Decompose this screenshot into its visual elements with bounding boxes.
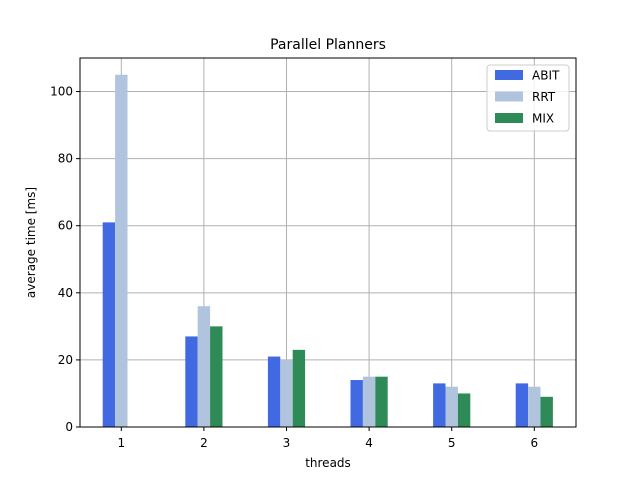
bar-mix-3	[292, 349, 306, 427]
x-tick-label: 4	[365, 436, 373, 450]
bar-mix-2	[210, 326, 223, 427]
bar-rrt-2	[197, 306, 211, 427]
y-axis-ticks: 0 20 40 60 80 100	[50, 85, 80, 434]
bar-abit-6	[515, 383, 529, 427]
x-tick-label: 3	[283, 436, 291, 450]
legend-label-rrt: RRT	[532, 90, 556, 104]
bar-rrt-1	[115, 74, 128, 427]
legend-label-abit: ABIT	[532, 69, 560, 83]
y-axis-label: average time [ms]	[24, 187, 38, 298]
bar-rrt-6	[528, 386, 541, 427]
bar-abit-2	[185, 336, 198, 427]
chart-title: Parallel Planners	[270, 37, 386, 53]
plot-frame	[79, 57, 577, 428]
y-tick-label: 100	[50, 85, 73, 99]
bar-abit-5	[433, 383, 446, 427]
x-tick-label: 2	[200, 436, 208, 450]
bar-mix-4	[375, 376, 388, 427]
bars	[102, 74, 553, 427]
y-tick-label: 0	[65, 420, 73, 434]
y-tick-label: 60	[58, 219, 73, 233]
bar-mix-5	[457, 393, 471, 427]
bar-rrt-5	[445, 386, 458, 427]
bar-rrt-3	[280, 359, 293, 427]
y-tick-label: 80	[58, 152, 73, 166]
legend-swatch-rrt	[495, 91, 523, 102]
x-tick-label: 1	[117, 436, 125, 450]
legend-label-mix: MIX	[532, 112, 554, 126]
legend: ABIT RRT MIX	[486, 64, 570, 132]
x-tick-label: 5	[448, 436, 456, 450]
legend-swatch-mix	[495, 113, 523, 123]
bar-mix-6	[540, 396, 553, 427]
y-tick-label: 40	[58, 286, 73, 300]
bar-abit-1	[102, 222, 116, 427]
x-axis-label: threads	[305, 456, 351, 470]
bar-abit-3	[267, 356, 281, 427]
x-tick-label: 6	[530, 436, 538, 450]
x-axis-ticks: 1 2 3 4 5 6	[117, 427, 538, 450]
bar-rrt-4	[362, 376, 376, 427]
y-tick-label: 20	[58, 353, 73, 367]
bar-abit-4	[350, 380, 363, 427]
legend-swatch-abit	[495, 70, 523, 80]
